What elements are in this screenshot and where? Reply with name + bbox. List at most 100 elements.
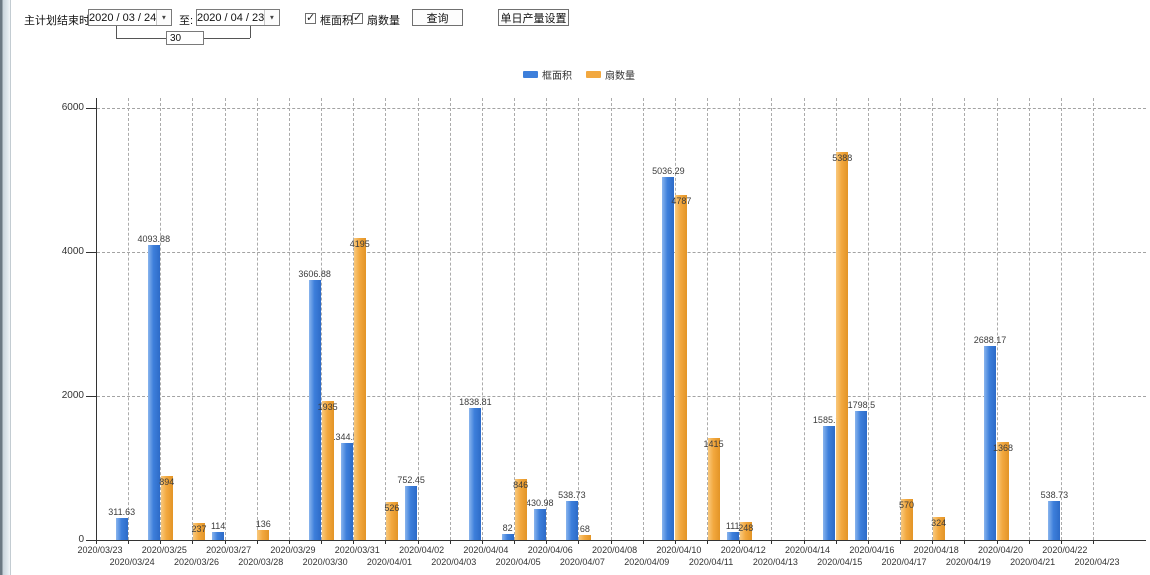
- bar-value-label: 846: [513, 480, 529, 490]
- days-between-field[interactable]: 30: [166, 31, 204, 45]
- frame-area-checkbox[interactable]: [305, 11, 316, 24]
- connector-line: [116, 38, 166, 39]
- fan-count-bar-2020/04/18: [932, 517, 945, 540]
- date-from-value: 2020 / 03 / 24: [89, 11, 157, 24]
- y-axis-label: 0: [78, 534, 84, 545]
- v-gridline: [481, 98, 483, 540]
- y-axis-line: [96, 98, 97, 541]
- h-gridline: [97, 252, 1146, 253]
- x-axis-tick: [481, 540, 483, 544]
- bar-value-label: 136: [255, 519, 271, 529]
- bar-value-label: 68: [579, 524, 590, 534]
- x-axis-label: 2020/03/26: [173, 557, 219, 567]
- x-axis-label: 2020/04/21: [1010, 557, 1056, 567]
- bar-value-label: 5388: [832, 153, 853, 163]
- plan-end-time-label: 主计划结束时间:: [24, 15, 105, 27]
- y-axis-label: 6000: [61, 102, 84, 113]
- fan-count-bar-2020/04/15: [836, 152, 849, 540]
- x-axis-tick: [288, 540, 290, 544]
- x-axis-label: 2020/04/01: [366, 557, 412, 567]
- query-button[interactable]: 查询: [412, 9, 463, 26]
- x-axis-label: 2020/03/29: [270, 545, 316, 555]
- x-axis-label: 2020/03/23: [77, 545, 123, 555]
- fan-count-bar-2020/03/31: [353, 238, 366, 540]
- v-gridline: [771, 98, 773, 540]
- v-gridline: [707, 98, 709, 540]
- bar-value-label: 1798.5: [847, 400, 876, 410]
- daily-output-settings-button[interactable]: 单日产量设置: [498, 9, 569, 26]
- bar-value-label: 2688.17: [973, 335, 1007, 345]
- v-gridline: [578, 98, 580, 540]
- v-gridline: [321, 98, 323, 540]
- fan-count-bar-2020/03/28: [257, 530, 270, 540]
- fan-count-bar-2020/04/11: [707, 438, 720, 540]
- frame-area-bar-2020/04/22: [1048, 501, 1061, 540]
- frame-area-swatch-icon: [523, 71, 538, 78]
- v-gridline: [739, 98, 741, 540]
- x-axis-tick: [610, 540, 612, 544]
- bar-value-label: 1838.81: [459, 397, 492, 407]
- fan-count-bar-2020/04/01: [385, 502, 398, 540]
- v-gridline: [610, 98, 612, 540]
- legend-label: 框面积: [542, 71, 572, 82]
- frame-area-bar-2020/03/27: [212, 532, 225, 540]
- bar-value-label: 538.73: [558, 490, 586, 500]
- bar-value-label: 4093.88: [137, 234, 171, 244]
- x-axis-tick: [835, 540, 837, 544]
- fan-count-swatch-icon: [586, 71, 601, 78]
- x-axis-tick: [642, 540, 644, 544]
- chevron-down-icon[interactable]: [156, 10, 171, 25]
- frame-area-bar-2020/03/31: [340, 443, 353, 540]
- x-axis-label: 2020/04/22: [1042, 545, 1088, 555]
- x-axis-tick: [771, 540, 773, 544]
- x-axis-tick: [96, 540, 97, 544]
- x-axis-label: 2020/04/19: [945, 557, 991, 567]
- bar-value-label: 1368: [993, 443, 1014, 453]
- x-axis-tick: [900, 540, 902, 544]
- x-axis-label: 2020/04/10: [656, 545, 702, 555]
- y-axis-tick: [86, 540, 96, 541]
- v-gridline: [932, 98, 934, 540]
- x-axis-label: 2020/04/14: [785, 545, 831, 555]
- date-from-picker[interactable]: 2020 / 03 / 24: [88, 9, 172, 26]
- v-gridline: [1028, 98, 1030, 540]
- x-axis-tick: [803, 540, 805, 544]
- chevron-down-icon[interactable]: [264, 10, 279, 25]
- to-label: 至:: [179, 15, 194, 27]
- v-gridline: [128, 98, 130, 540]
- x-axis-tick: [321, 540, 323, 544]
- x-axis-label: 2020/04/06: [527, 545, 573, 555]
- legend-item-fan-count: 扇数量: [586, 67, 635, 82]
- fan-count-bar-2020/03/26: [192, 523, 205, 540]
- y-axis-tick: [86, 396, 96, 397]
- frame-area-bar-2020/03/25: [147, 245, 160, 540]
- bar-value-label: 894: [159, 477, 175, 487]
- x-axis-tick: [353, 540, 355, 544]
- frame-area-bar-2020/04/12: [726, 532, 739, 540]
- x-axis-tick: [964, 540, 966, 544]
- y-axis-tick: [86, 252, 96, 253]
- fan-count-bar-2020/03/30: [321, 401, 334, 540]
- fan-count-checkbox[interactable]: [352, 11, 363, 24]
- bar-value-label: 570: [899, 500, 915, 510]
- y-axis-label: 4000: [61, 246, 84, 257]
- v-gridline: [900, 98, 902, 540]
- bar-value-label: 3606.88: [298, 269, 331, 279]
- v-gridline: [1060, 98, 1062, 540]
- x-axis-label: 2020/04/17: [881, 557, 927, 567]
- bar-value-label: 248: [738, 523, 754, 533]
- x-axis-tick: [932, 540, 934, 544]
- frame-area-bar-2020/04/07: [565, 501, 578, 540]
- x-axis-label: 2020/04/02: [399, 545, 445, 555]
- x-axis-label: 2020/03/31: [334, 545, 380, 555]
- x-axis-label: 2020/03/25: [141, 545, 187, 555]
- bar-value-label: 237: [191, 524, 207, 534]
- bar-value-label: 5036.29: [652, 166, 685, 176]
- frame-area-bar-2020/03/30: [308, 280, 321, 540]
- v-gridline: [288, 98, 290, 540]
- date-to-picker[interactable]: 2020 / 04 / 23: [196, 9, 280, 26]
- fan-count-bar-2020/04/20: [997, 442, 1010, 540]
- h-gridline: [97, 108, 1146, 109]
- bar-value-label: 324: [931, 518, 947, 528]
